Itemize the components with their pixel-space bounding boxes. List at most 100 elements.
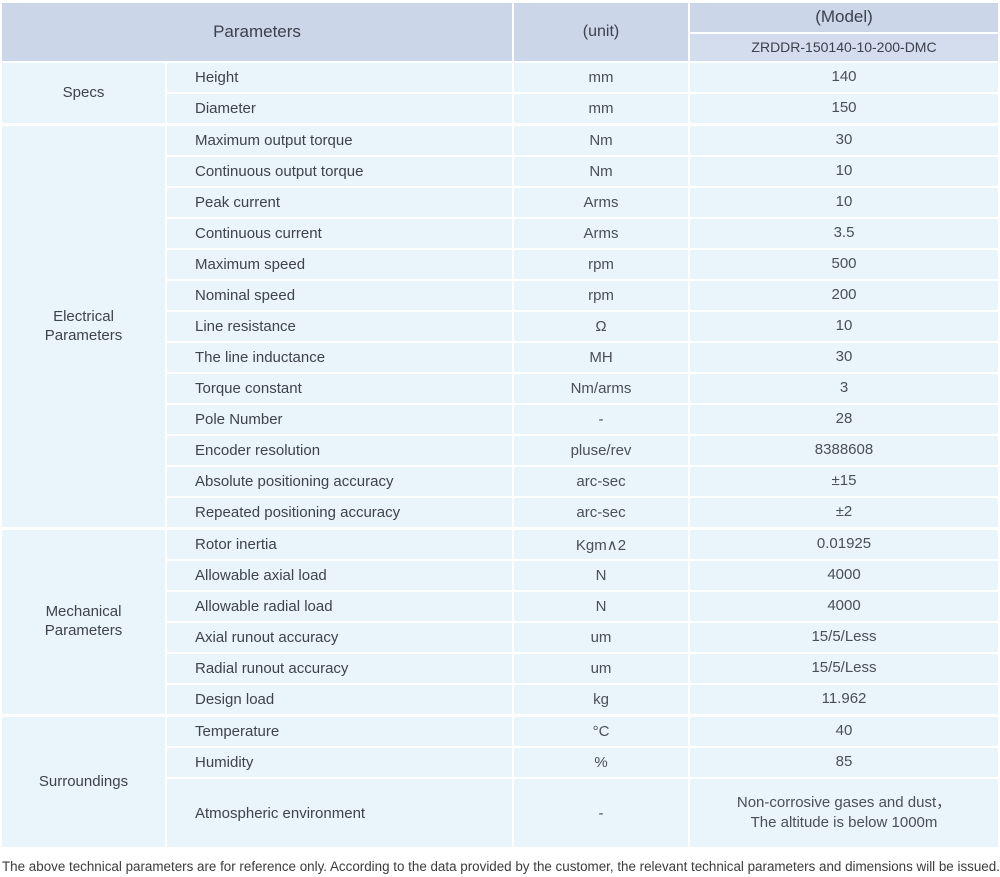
- group-section: Specs Height mm 140 Diameter mm 150: [2, 63, 998, 123]
- value-cell: 15/5/Less: [690, 654, 998, 683]
- value-cell: 28: [690, 405, 998, 434]
- table-row: Axial runout accuracy um 15/5/Less: [167, 623, 998, 652]
- table-header: Parameters (unit) (Model) ZRDDR-150140-1…: [2, 3, 998, 61]
- table-row: Pole Number -28: [167, 405, 998, 434]
- param-name-cell: Repeated positioning accuracy: [167, 498, 512, 527]
- group-section: Electrical Parameters Maximum output torq…: [2, 126, 998, 527]
- param-name-cell: Continuous output torque: [167, 157, 512, 186]
- param-name-cell: Atmospheric environment: [167, 779, 512, 847]
- value-cell: 150: [690, 94, 998, 123]
- value-cell: 30: [690, 126, 998, 155]
- model-number: ZRDDR-150140-10-200-DMC: [690, 33, 998, 61]
- value-cell: 30: [690, 343, 998, 372]
- table-row: Humidity% 85: [167, 748, 998, 777]
- spec-table: Parameters (unit) (Model) ZRDDR-150140-1…: [2, 3, 998, 847]
- footer-note: The above technical parameters are for r…: [2, 859, 1000, 874]
- unit-cell: -: [514, 779, 688, 847]
- value-cell: 40: [690, 717, 998, 746]
- value-cell: Non-corrosive gases and dust， The altitu…: [690, 779, 998, 847]
- param-name-cell: Torque constant: [167, 374, 512, 403]
- unit-cell: Nm/arms: [514, 374, 688, 403]
- value-cell: 0.01925: [690, 530, 998, 559]
- param-name-cell: Encoder resolution: [167, 436, 512, 465]
- table-row: Continuous output torque Nm 10: [167, 157, 998, 186]
- group-label: Surroundings: [2, 717, 165, 847]
- group-section: Mechanical Parameters Rotor inertia Kgm∧2 0…: [2, 530, 998, 714]
- param-name-cell: Radial runout accuracy: [167, 654, 512, 683]
- unit-cell: um: [514, 623, 688, 652]
- table-row: The line inductance MH 30: [167, 343, 998, 372]
- value-cell: 200: [690, 281, 998, 310]
- table-row: Torque constant Nm/arms 3: [167, 374, 998, 403]
- unit-cell: arc-sec: [514, 467, 688, 496]
- table-row: Allowable axial load N 4000: [167, 561, 998, 590]
- param-name-cell: Line resistance: [167, 312, 512, 341]
- table-row: Atmospheric environment - Non-corrosive ga…: [167, 779, 998, 847]
- unit-cell: -: [514, 405, 688, 434]
- value-cell: 85: [690, 748, 998, 777]
- value-cell: 8388608: [690, 436, 998, 465]
- unit-cell: um: [514, 654, 688, 683]
- table-row: Maximum speed rpm 500: [167, 250, 998, 279]
- unit-cell: Nm: [514, 126, 688, 155]
- unit-cell: °C: [514, 717, 688, 746]
- unit-cell: %: [514, 748, 688, 777]
- value-cell: 4000: [690, 592, 998, 621]
- value-cell: ±2: [690, 498, 998, 527]
- table-row: Height mm 140: [167, 63, 998, 92]
- group-label: Electrical Parameters: [2, 126, 165, 527]
- unit-cell: N: [514, 592, 688, 621]
- unit-cell: Nm: [514, 157, 688, 186]
- value-cell: 10: [690, 312, 998, 341]
- table-row: Temperature °C 40: [167, 717, 998, 746]
- param-name-cell: Humidity: [167, 748, 512, 777]
- table-row: Encoder resolution pluse/rev 8388608: [167, 436, 998, 465]
- param-name-cell: Design load: [167, 685, 512, 714]
- param-name-cell: Maximum output torque: [167, 126, 512, 155]
- unit-cell: Arms: [514, 219, 688, 248]
- table-row: Repeated positioning accuracy arc-sec ±2: [167, 498, 998, 527]
- table-row: Peak current Arms 10: [167, 188, 998, 217]
- table-row: Line resistance Ω 10: [167, 312, 998, 341]
- value-cell: 10: [690, 157, 998, 186]
- value-cell: 15/5/Less: [690, 623, 998, 652]
- unit-cell: Arms: [514, 188, 688, 217]
- value-cell: 10: [690, 188, 998, 217]
- table-row: Continuous current Arms 3.5: [167, 219, 998, 248]
- table-row: Design load kg 11.962: [167, 685, 998, 714]
- header-model-stack: (Model) ZRDDR-150140-10-200-DMC: [690, 3, 998, 61]
- value-cell: 500: [690, 250, 998, 279]
- param-name-cell: Continuous current: [167, 219, 512, 248]
- group-label: Mechanical Parameters: [2, 530, 165, 714]
- header-parameters: Parameters: [2, 3, 512, 61]
- param-name-cell: Allowable radial load: [167, 592, 512, 621]
- table-body: Specs Height mm 140 Diameter mm 150 Electrical …: [2, 63, 998, 847]
- unit-cell: MH: [514, 343, 688, 372]
- unit-cell: mm: [514, 94, 688, 123]
- param-name-cell: Allowable axial load: [167, 561, 512, 590]
- param-name-cell: Pole Number: [167, 405, 512, 434]
- unit-cell: rpm: [514, 250, 688, 279]
- unit-cell: rpm: [514, 281, 688, 310]
- param-name-cell: Absolute positioning accuracy: [167, 467, 512, 496]
- param-name-cell: Axial runout accuracy: [167, 623, 512, 652]
- param-name-cell: Maximum speed: [167, 250, 512, 279]
- unit-cell: Kgm∧2: [514, 530, 688, 559]
- unit-cell: pluse/rev: [514, 436, 688, 465]
- group-section: Surroundings Temperature °C 40 Humidity% 85 At…: [2, 717, 998, 847]
- param-name-cell: The line inductance: [167, 343, 512, 372]
- table-row: Nominal speed rpm 200: [167, 281, 998, 310]
- param-name-cell: Diameter: [167, 94, 512, 123]
- value-cell: ±15: [690, 467, 998, 496]
- param-name-cell: Height: [167, 63, 512, 92]
- table-row: Rotor inertia Kgm∧2 0.01925: [167, 530, 998, 559]
- value-cell: 4000: [690, 561, 998, 590]
- param-name-cell: Rotor inertia: [167, 530, 512, 559]
- table-row: Allowable radial load N 4000: [167, 592, 998, 621]
- header-unit: (unit): [514, 3, 688, 61]
- table-row: Maximum output torque Nm 30: [167, 126, 998, 155]
- param-name-cell: Peak current: [167, 188, 512, 217]
- value-cell: 140: [690, 63, 998, 92]
- table-row: Diameter mm 150: [167, 94, 998, 123]
